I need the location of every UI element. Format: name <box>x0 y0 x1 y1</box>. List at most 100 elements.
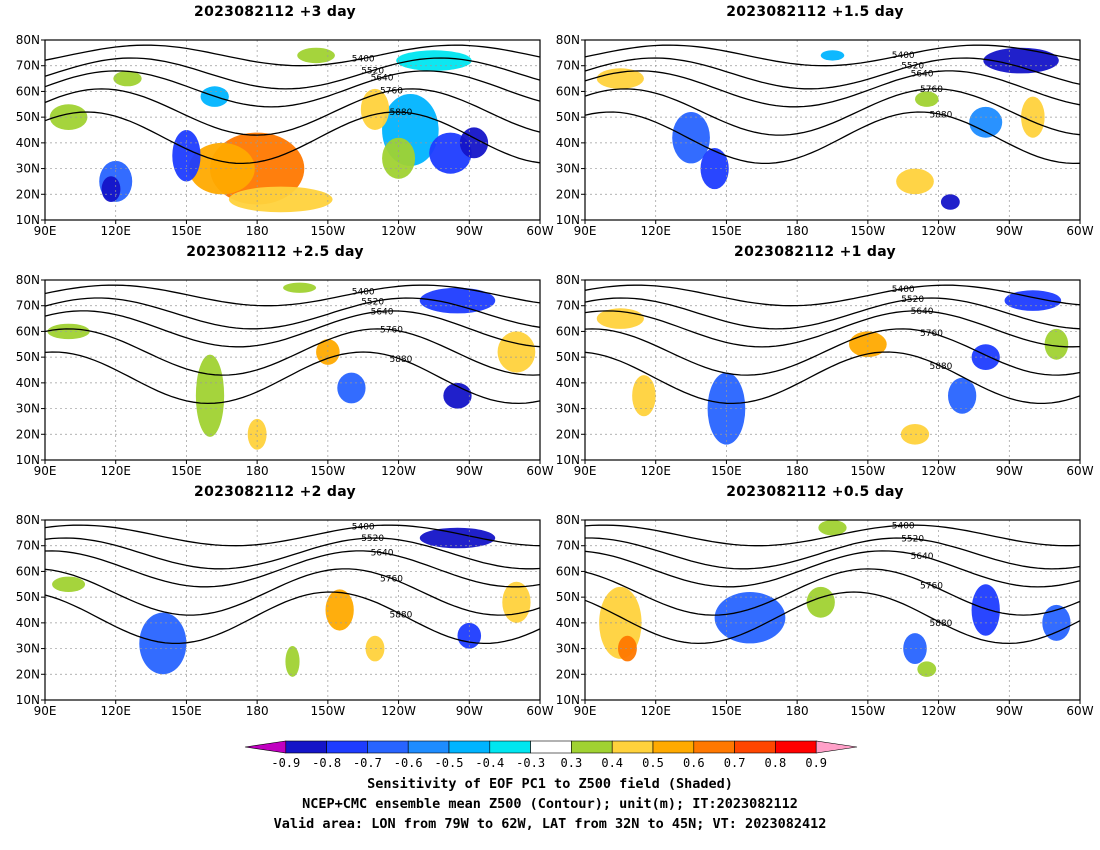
z500-contour <box>44 351 541 405</box>
z500-contour <box>44 328 541 376</box>
colorbar-swatch <box>652 740 695 754</box>
sensitivity-blob <box>497 331 536 373</box>
x-tick-label: 90E <box>574 224 597 238</box>
colorbar-swatch <box>734 740 776 754</box>
x-tick-label: 90E <box>34 224 57 238</box>
sensitivity-blob <box>297 47 335 64</box>
sensitivity-blob <box>195 354 225 437</box>
z500-contour <box>44 57 541 90</box>
y-tick-label: 60N <box>16 324 40 338</box>
sensitivity-blob <box>49 104 88 130</box>
z500-contour <box>585 537 1081 570</box>
x-tick-label: 180 <box>786 704 809 718</box>
y-tick-label: 70N <box>16 539 40 553</box>
y-tick-label: 50N <box>556 350 580 364</box>
x-tick-label: 120E <box>640 464 671 478</box>
contour-label: 5520 <box>361 66 384 76</box>
panel-1: 2023082112 +3 day 5400 5520 5640 5760 5880 90… <box>10 4 554 238</box>
colorbar-tick-label: -0.4 <box>475 756 504 770</box>
contour-label: 5520 <box>361 298 384 308</box>
z500-contour <box>584 524 1081 547</box>
y-tick-label: 70N <box>556 539 580 553</box>
panel-title: 2023082112 +0.5 day <box>726 484 904 500</box>
y-tick-label: 20N <box>16 187 40 201</box>
sensitivity-blob <box>52 576 86 592</box>
sensitivity-blob <box>325 589 354 631</box>
sensitivity-blob <box>632 375 656 417</box>
sensitivity-blob <box>969 106 1003 138</box>
colorbar-tick-label: 0.3 <box>561 756 583 770</box>
y-tick-label: 10N <box>16 693 40 707</box>
colorbar-tick-label: -0.9 <box>271 756 300 770</box>
sensitivity-blob <box>396 50 472 71</box>
x-tick-label: 150E <box>711 464 742 478</box>
y-tick-label: 60N <box>556 324 580 338</box>
sensitivity-blob <box>983 47 1059 74</box>
sensitivity-blob <box>917 661 937 677</box>
sensitivity-blob <box>940 194 960 210</box>
x-tick-label: 90W <box>456 464 483 478</box>
y-tick-label: 50N <box>16 590 40 604</box>
x-tick-label: 180 <box>786 224 809 238</box>
y-tick-label: 50N <box>16 350 40 364</box>
colorbar-tick-label: 0.7 <box>724 756 746 770</box>
sensitivity-blob <box>820 50 845 61</box>
y-tick-label: 10N <box>16 213 40 227</box>
colorbar: -0.9 -0.8 -0.7 -0.6 -0.5 -0.4 -0.3 0.3 0.4 0.5 0.6… <box>244 740 858 770</box>
x-tick-label: 60W <box>526 704 553 718</box>
y-tick-label: 60N <box>556 564 580 578</box>
contour-label: 5640 <box>371 307 394 317</box>
x-tick-label: 150W <box>850 224 885 238</box>
sensitivity-blob <box>285 646 300 677</box>
contour-label: 5760 <box>920 581 943 591</box>
colorbar-tick-label: 0.5 <box>642 756 664 770</box>
y-tick-label: 80N <box>556 33 580 47</box>
colorbar-tick-label: -0.7 <box>353 756 382 770</box>
x-tick-label: 90E <box>574 464 597 478</box>
y-tick-label: 30N <box>16 402 40 416</box>
sensitivity-blob <box>502 581 531 623</box>
plot-frame <box>584 519 1081 701</box>
y-tick-label: 40N <box>556 376 580 390</box>
x-tick-label: 150W <box>850 464 885 478</box>
x-tick-label: 90W <box>996 704 1023 718</box>
x-tick-label: 150E <box>171 704 202 718</box>
colorbar-swatch <box>407 740 450 754</box>
x-tick-label: 150W <box>310 704 345 718</box>
contour-label: 5400 <box>892 51 915 61</box>
x-tick-label: 90E <box>34 704 57 718</box>
colorbar-swatch <box>775 740 817 754</box>
x-tick-label: 180 <box>246 464 269 478</box>
sensitivity-blob <box>896 168 934 195</box>
contour-label: 5400 <box>892 521 915 531</box>
x-tick-label: 120E <box>640 704 671 718</box>
sensitivity-blob <box>382 137 416 179</box>
sensitivity-blob <box>139 612 187 675</box>
panel-title: 2023082112 +2.5 day <box>186 244 364 260</box>
panel-3: 2023082112 +2.5 day 5400 5520 5640 5760 5880… <box>10 244 554 478</box>
z500-contour <box>44 591 541 645</box>
sensitivity-blob <box>283 282 317 293</box>
x-tick-label: 120E <box>100 464 131 478</box>
z500-contour <box>44 70 541 108</box>
caption-line-3: Valid area: LON from 79W to 62W, LAT fro… <box>273 816 827 832</box>
panel-2: 2023082112 +1.5 day 5400 5520 5640 5760 5880… <box>550 4 1094 238</box>
contour-label: 5400 <box>352 54 375 64</box>
x-tick-label: 150E <box>171 464 202 478</box>
sensitivity-blob <box>228 186 333 213</box>
colorbar-tick-label: 0.8 <box>765 756 787 770</box>
contour-label: 5400 <box>352 523 375 533</box>
caption-line-1: Sensitivity of EOF PC1 to Z500 field (Sh… <box>367 776 733 792</box>
contour-label: 5880 <box>929 619 952 629</box>
colorbar-tick-label: 0.9 <box>805 756 827 770</box>
panel-title: 2023082112 +1.5 day <box>726 4 904 20</box>
panel-6: 2023082112 +0.5 day 5400 5520 5640 5760 5880… <box>550 484 1094 718</box>
y-tick-label: 80N <box>556 513 580 527</box>
contour-label: 5760 <box>380 87 403 97</box>
z500-contour <box>584 591 1081 645</box>
colorbar-tick-label: -0.5 <box>435 756 464 770</box>
sensitivity-blob <box>700 148 729 190</box>
y-tick-label: 30N <box>16 162 40 176</box>
sensitivity-blob <box>337 372 366 404</box>
